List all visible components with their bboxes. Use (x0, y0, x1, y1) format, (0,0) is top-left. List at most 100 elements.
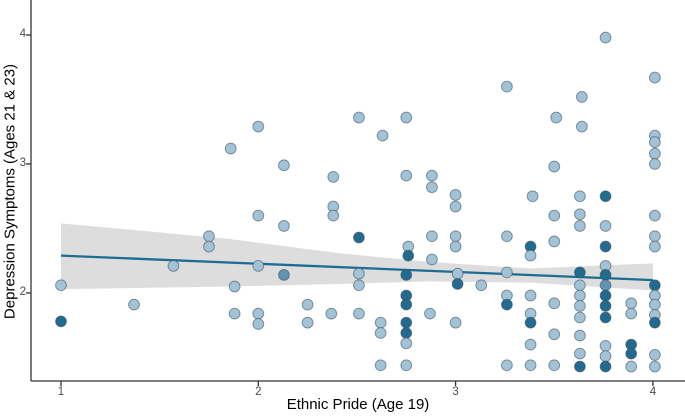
data-point (625, 297, 638, 310)
data-point (648, 230, 661, 243)
data-point (599, 269, 612, 281)
data-point (524, 316, 537, 329)
data-point (648, 349, 661, 361)
data-point (648, 209, 661, 222)
data-point (55, 315, 67, 328)
data-point (278, 269, 290, 281)
y-tick-label: 4 (19, 28, 26, 40)
data-point (548, 359, 561, 372)
data-point (426, 169, 438, 182)
data-point (325, 307, 338, 320)
data-point (400, 337, 413, 350)
data-point (573, 266, 586, 279)
data-point (648, 158, 661, 170)
data-point (252, 209, 265, 222)
data-point (475, 279, 488, 292)
data-point (400, 298, 413, 311)
data-point (426, 230, 438, 243)
data-point (500, 359, 513, 372)
data-point (524, 359, 537, 372)
data-point (548, 297, 561, 310)
data-point (449, 316, 462, 329)
data-point (374, 359, 387, 372)
data-point (424, 307, 436, 320)
data-point (573, 360, 586, 373)
data-point (400, 359, 413, 372)
data-point (451, 278, 464, 290)
data-point (524, 338, 537, 351)
data-point (353, 111, 365, 124)
data-point (648, 240, 661, 253)
data-point (203, 230, 215, 243)
data-point (648, 147, 661, 160)
data-point (252, 318, 265, 330)
data-point (548, 235, 561, 248)
data-point (599, 190, 612, 203)
data-point (278, 159, 290, 172)
data-point (224, 142, 237, 155)
data-point (400, 269, 413, 281)
data-point (548, 328, 561, 341)
data-point (599, 360, 612, 373)
data-point (548, 209, 561, 222)
data-point (500, 266, 513, 279)
data-point (573, 279, 586, 292)
data-point (573, 220, 586, 232)
y-tick-label: 2 (19, 286, 26, 298)
data-point (599, 339, 612, 352)
data-point (573, 300, 586, 312)
data-point (599, 300, 612, 312)
data-point (128, 298, 140, 311)
data-point (167, 260, 180, 272)
data-point (353, 267, 365, 280)
data-point (648, 360, 661, 373)
data-point (548, 160, 561, 173)
data-point (400, 327, 413, 339)
data-point (648, 298, 661, 311)
data-point (228, 280, 241, 293)
data-point (575, 120, 588, 133)
data-point (203, 240, 215, 253)
data-point (400, 316, 413, 329)
data-point (400, 111, 413, 124)
data-point (374, 327, 387, 339)
data-point (327, 209, 340, 222)
data-point (500, 230, 513, 243)
data-point (575, 91, 588, 103)
data-point (573, 289, 586, 302)
data-point (449, 240, 462, 253)
data-point (376, 129, 389, 142)
regression-line (60, 254, 653, 282)
x-axis-title: Ethnic Pride (Age 19) (286, 396, 430, 413)
x-tick-label: 1 (57, 386, 65, 398)
data-point (524, 249, 537, 262)
data-point (573, 208, 586, 221)
x-tick-label: 4 (649, 386, 657, 398)
data-point (648, 71, 661, 84)
data-point (252, 120, 265, 133)
data-point (648, 136, 661, 148)
data-point (573, 347, 586, 360)
data-point (500, 298, 513, 311)
y-tick-label: 3 (19, 157, 26, 169)
data-point (301, 298, 314, 311)
y-axis-title: Depression Symptoms (Ages 21 & 23) (1, 63, 19, 320)
data-point (599, 240, 612, 253)
data-point (426, 253, 438, 266)
data-point (599, 289, 612, 302)
data-point (526, 190, 539, 203)
data-point (402, 249, 415, 262)
data-point (599, 279, 612, 292)
x-tick-label: 3 (452, 386, 459, 398)
data-point (449, 230, 462, 243)
data-point (353, 231, 365, 244)
x-tick-label: 2 (255, 386, 262, 398)
data-point (374, 316, 387, 329)
data-point (625, 360, 638, 373)
data-point (353, 307, 365, 320)
data-point (426, 181, 438, 194)
data-point (449, 200, 462, 213)
data-point (599, 31, 612, 44)
data-point (524, 289, 537, 302)
